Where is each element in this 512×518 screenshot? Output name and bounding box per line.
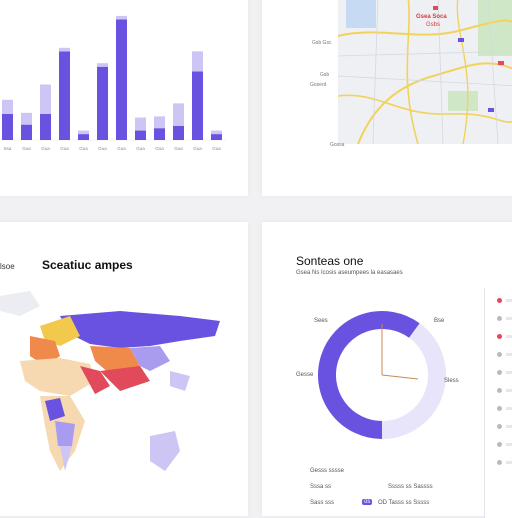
side-list-item[interactable] — [497, 388, 512, 394]
bar-series-2[interactable] — [116, 15, 127, 20]
gauge-chart — [318, 311, 446, 439]
side-list-dot-icon — [497, 442, 502, 447]
bar-tick-label: Gua — [79, 146, 88, 151]
bar-series-1[interactable] — [78, 134, 89, 140]
bar-tick-label: Ssa — [4, 146, 12, 151]
bar-tick-label: Gua — [155, 146, 164, 151]
gauge-title: Sonteas one — [296, 254, 364, 268]
side-list-item[interactable] — [497, 442, 512, 448]
side-list-dot-icon — [497, 406, 502, 411]
gauge-label-mid-right: Sless — [444, 378, 459, 384]
bar-tick-label: Gua — [212, 146, 221, 151]
side-list-text — [506, 443, 512, 446]
bar-series-2[interactable] — [97, 63, 108, 67]
side-list-item[interactable] — [497, 370, 512, 376]
side-list-text — [506, 317, 512, 320]
bar-series-1[interactable] — [21, 124, 32, 140]
gauge-row-3-badge: os — [362, 499, 373, 505]
side-list-dot-icon — [497, 334, 502, 339]
bar-tick-label: Gua — [174, 146, 183, 151]
side-list-text — [506, 407, 512, 410]
side-list-dot-icon — [497, 370, 502, 375]
side-list-text — [506, 461, 512, 464]
bar-series-2[interactable] — [59, 47, 70, 52]
bar-series-2[interactable] — [135, 117, 146, 131]
bar-series-2[interactable] — [2, 99, 13, 114]
bar-series-1[interactable] — [154, 128, 165, 140]
bar-series-1[interactable] — [173, 125, 184, 140]
world-map-card: lsoe Sceatiuc ampes — [0, 222, 248, 516]
side-list-item[interactable] — [497, 334, 512, 340]
side-list-dot-icon — [497, 316, 502, 321]
side-list-item[interactable] — [497, 406, 512, 412]
gauge-label-mid-left: Gesse — [296, 372, 314, 378]
gauge-track-slice[interactable] — [381, 323, 446, 439]
gauge-value-slice[interactable] — [318, 311, 420, 439]
world-choropleth[interactable] — [0, 286, 240, 506]
bar-series-2[interactable] — [173, 103, 184, 126]
bar-tick-label: Gua — [98, 146, 107, 151]
bar-chart: Ssa Gua Gua Gua Gua Gua Gua Gua Gua Gua Gua Gua — [0, 15, 226, 151]
world-side-label: lsoe — [0, 262, 15, 271]
gauge-subtitle: Gsea Ns Icosis aseumpees la easasaes — [296, 270, 403, 276]
side-list-text — [506, 425, 512, 428]
side-list-text — [506, 299, 512, 302]
gauge-needle-secondary — [381, 374, 419, 380]
bar-tick-label: Gua — [136, 146, 145, 151]
side-list-dot-icon — [497, 298, 502, 303]
map-label-top2: Gsbs — [426, 22, 441, 28]
world-title: Sceatiuc ampes — [42, 258, 133, 272]
gauge-row-1-label: Gesss sssse — [310, 468, 345, 474]
side-list-dot-icon — [497, 460, 502, 465]
map-label-left-3: Goserd — [310, 82, 327, 88]
bar-series-1[interactable] — [211, 134, 222, 140]
map-label-left-1: Gsb Gsc — [312, 40, 332, 46]
side-list-panel — [484, 288, 512, 518]
gauge-label-top-left: Sees — [314, 318, 328, 324]
bar-chart-card: Ssa Gua Gua Gua Gua Gua Gua Gua Gua Gua Gua Gua — [0, 0, 248, 196]
side-list-text — [506, 335, 512, 338]
bar-series-1[interactable] — [192, 71, 203, 140]
bar-series-2[interactable] — [192, 51, 203, 72]
side-list-item[interactable] — [497, 316, 512, 322]
side-list-dot-icon — [497, 424, 502, 429]
gauge-row-2-value: Sssss ss Sassss — [388, 484, 433, 490]
map-label-left-2: Gsb — [320, 72, 330, 78]
bar-tick-label: Gua — [117, 146, 126, 151]
side-list-item[interactable] — [497, 352, 512, 358]
side-list-text — [506, 389, 512, 392]
bar-series-2[interactable] — [21, 112, 32, 125]
side-list-item[interactable] — [497, 298, 512, 304]
bar-series-1[interactable] — [2, 114, 13, 140]
map-label-top: Gsea Soca — [416, 14, 447, 20]
bar-tick-label: Gua — [41, 146, 50, 151]
gauge-card: Sonteas one Gsea Ns Icosis aseumpees la … — [262, 222, 512, 518]
side-list-dot-icon — [497, 388, 502, 393]
bar-series-2[interactable] — [211, 130, 222, 135]
bar-series-1[interactable] — [135, 130, 146, 140]
gauge-row-3-label: Sass sss — [310, 500, 335, 506]
map-card: Gsea Soca Gsbs Gsb Gsc Gsb Goserd Gossa — [262, 0, 512, 196]
bar-series-1[interactable] — [97, 66, 108, 140]
side-list-item[interactable] — [497, 424, 512, 430]
bar-tick-label: Gua — [60, 146, 69, 151]
side-list-text — [506, 371, 512, 374]
bar-series-2[interactable] — [78, 130, 89, 135]
bar-series-2[interactable] — [154, 116, 165, 129]
gauge-row-2-label: Sssa ss — [310, 484, 332, 490]
street-map[interactable] — [338, 0, 512, 144]
side-list-item[interactable] — [497, 460, 512, 466]
bar-series-1[interactable] — [116, 19, 127, 141]
bar-series-1[interactable] — [40, 114, 51, 140]
gauge-row-3-value: OD Tasss ss Sssss — [378, 500, 430, 506]
map-label-bottom: Gossa — [330, 142, 345, 148]
bar-tick-label: Gua — [22, 146, 31, 151]
bar-series-2[interactable] — [40, 84, 51, 114]
gauge-label-top-right: Bse — [434, 318, 445, 324]
bar-tick-label: Gua — [193, 146, 202, 151]
side-list-dot-icon — [497, 352, 502, 357]
side-list-text — [506, 353, 512, 356]
bar-series-1[interactable] — [59, 51, 70, 141]
